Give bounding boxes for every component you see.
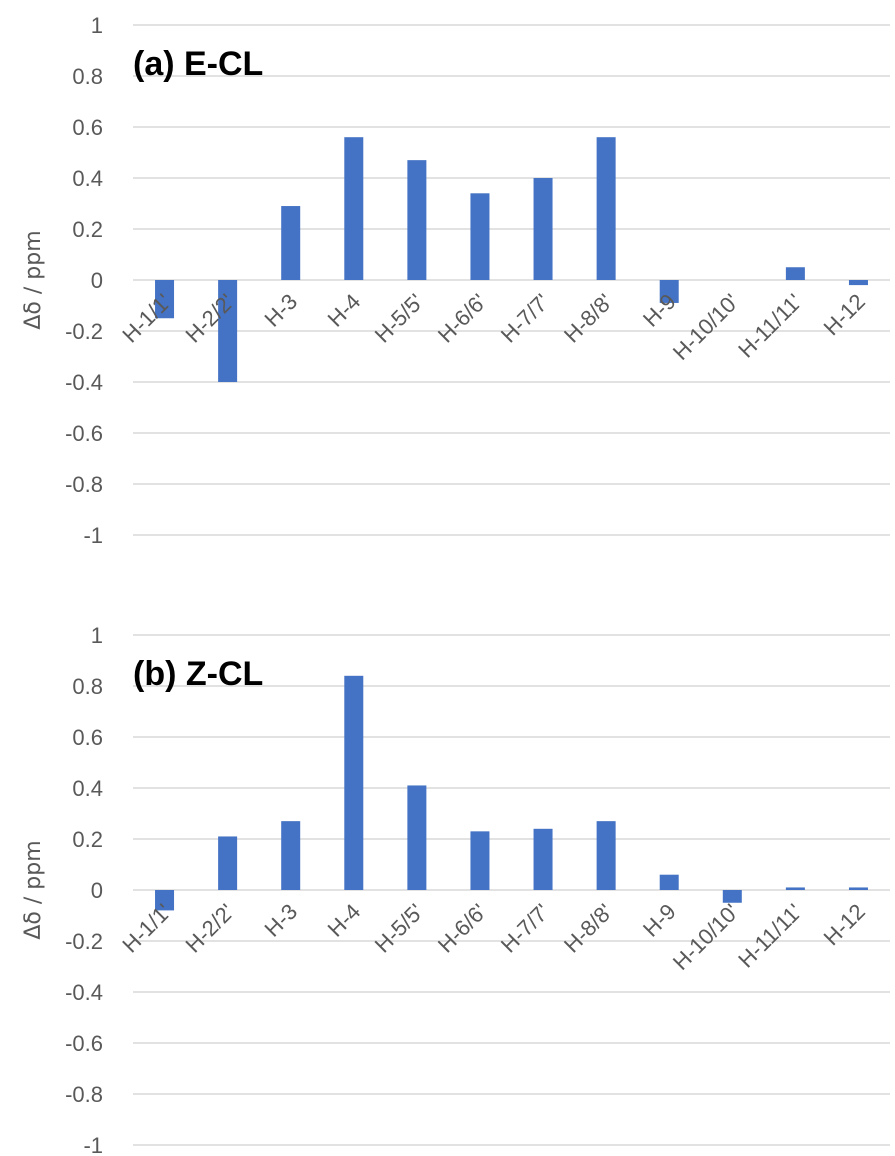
- panel-b-category-label: H-3: [259, 899, 302, 942]
- panel-b-y-tick-label: 0.4: [72, 776, 103, 801]
- panel-a-y-tick-label: -0.4: [65, 370, 103, 395]
- panel-a-bar: [848, 280, 868, 286]
- panel-b-category-label: H-12: [819, 899, 870, 950]
- panel-b-category-label: H-5/5': [370, 899, 429, 958]
- panel-a-bar: [281, 206, 301, 280]
- panel-a-bar: [659, 280, 679, 303]
- panel-a-category-label: H-11/11': [733, 289, 807, 363]
- panel-a-bar: [785, 267, 805, 280]
- panel-b-y-tick-label: 1: [91, 623, 103, 648]
- panel-b-category-label: H-7/7': [496, 899, 555, 958]
- panel-b-y-tick-label: -0.6: [65, 1031, 103, 1056]
- panel-b-y-axis-label: Δδ / ppm: [21, 840, 46, 939]
- panel-b-category-label: H-10/10': [668, 899, 744, 975]
- panel-a-category-label: H-7/7': [496, 289, 555, 348]
- panel-b-bar: [722, 890, 742, 903]
- panel-a-category-label: H-6/6': [433, 289, 492, 348]
- panel-a-bar: [470, 193, 490, 280]
- panel-a-y-tick-label: 0.4: [72, 166, 103, 191]
- panel-b-y-tick-label: 0.8: [72, 674, 103, 699]
- panel-a-y-tick-label: -0.6: [65, 421, 103, 446]
- panel-b-title: (b) Z-CL: [133, 655, 263, 693]
- panel-b-bar: [155, 890, 175, 911]
- panel-b-category-label: H-9: [638, 899, 681, 942]
- panel-b-bar: [596, 821, 616, 890]
- panel-a-y-tick-label: 1: [91, 13, 103, 38]
- panel-a-category-label: H-4: [323, 289, 366, 332]
- panel-b-y-tick-label: 0: [91, 878, 103, 903]
- panel-a-bar: [218, 280, 238, 382]
- panel-b-bar: [470, 831, 490, 890]
- panel-b-y-tick-label: -0.8: [65, 1082, 103, 1107]
- panel-b-category-label: H-4: [323, 899, 366, 942]
- panel-b-bar: [407, 785, 427, 890]
- panel-a-category-label: H-5/5': [370, 289, 429, 348]
- panel-a-y-tick-label: -1: [83, 523, 103, 548]
- panel-b-bar: [533, 828, 553, 890]
- panel-b-category-label: H-8/8': [559, 899, 618, 958]
- panel-a-category-label: H-12: [819, 289, 870, 340]
- panel-b-bar: [344, 675, 364, 890]
- panel-a-y-tick-label: 0.8: [72, 64, 103, 89]
- panel-a-y-tick-label: 0: [91, 268, 103, 293]
- panel-b-y-tick-label: -0.2: [65, 929, 103, 954]
- panel-a-category-label: H-8/8': [559, 289, 618, 348]
- panel-a-category-label: H-3: [259, 289, 302, 332]
- panel-b-y-tick-label: -1: [83, 1133, 103, 1156]
- panel-a-bar: [533, 178, 553, 280]
- panel-b-bar: [848, 887, 868, 890]
- panel-b-bar: [218, 836, 238, 890]
- panel-b-bar: [281, 821, 301, 890]
- panel-b-category-label: H-11/11': [733, 899, 807, 973]
- panel-a-bar: [596, 137, 616, 280]
- panel-a-title: (a) E-CL: [133, 45, 263, 83]
- panel-b-bar: [659, 874, 679, 890]
- panel-a-bar: [344, 137, 364, 280]
- panel-a-y-tick-label: -0.2: [65, 319, 103, 344]
- panel-b-y-tick-label: 0.6: [72, 725, 103, 750]
- panel-b-bar: [785, 887, 805, 890]
- panel-a: 1 0.8 0.6 0.4 0.2 0 -0.2 -0.4 -0.6 -0.8 -1 Δδ / ppm…: [21, 13, 890, 548]
- panel-b: 1 0.8 0.6 0.4 0.2 0 -0.2 -0.4 -0.6 -0.8 -1 Δδ / ppm…: [21, 623, 890, 1156]
- panel-a-y-axis-label: Δδ / ppm: [21, 230, 46, 329]
- panel-a-y-tick-label: 0.6: [72, 115, 103, 140]
- panel-a-category-label: H-10/10': [668, 289, 744, 365]
- panel-b-category-label: H-6/6': [433, 899, 492, 958]
- panel-a-bar: [407, 160, 427, 280]
- panel-a-y-tick-label: 0.2: [72, 217, 103, 242]
- panel-b-y-tick-label: -0.4: [65, 980, 103, 1005]
- panel-a-bar: [155, 280, 175, 319]
- panel-b-y-tick-label: 0.2: [72, 827, 103, 852]
- panel-b-category-label: H-2/2': [180, 899, 239, 958]
- panel-a-y-tick-label: -0.8: [65, 472, 103, 497]
